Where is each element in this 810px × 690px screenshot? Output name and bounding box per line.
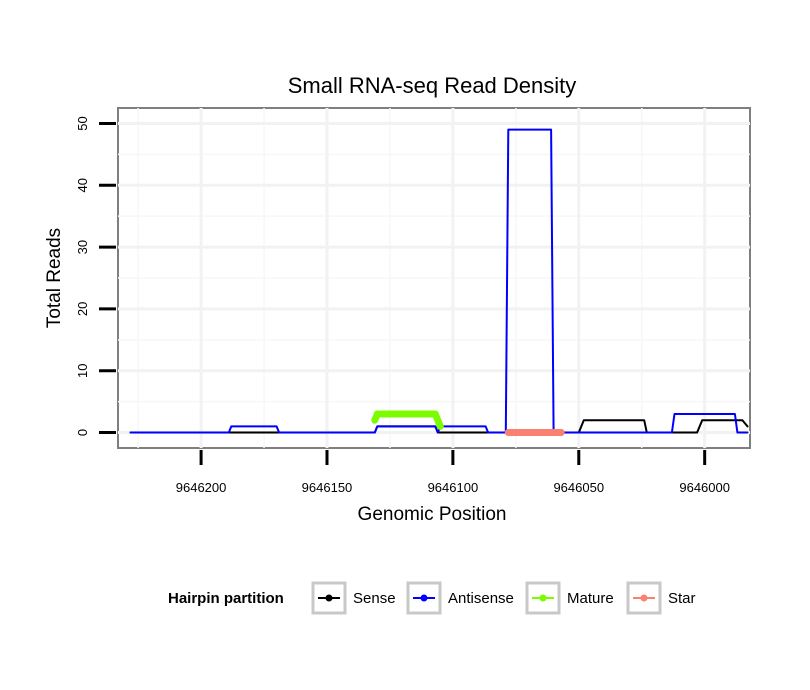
series-line-mature <box>371 410 444 430</box>
legend-key-point <box>325 594 333 602</box>
legend-key-point <box>640 594 648 602</box>
series-group <box>129 128 749 436</box>
series-line-antisense <box>129 128 749 434</box>
y-axis-title: Total Reads <box>44 228 65 328</box>
legend: Hairpin partition Sense Antisense Mature St… <box>168 581 696 615</box>
legend-label-star: Star <box>668 590 696 607</box>
chart-title: Small RNA-seq Read Density <box>288 73 577 98</box>
y-tick-label: 10 <box>75 363 90 377</box>
x-tick-label: 9646000 <box>679 480 730 495</box>
x-tick-label: 9646100 <box>428 480 479 495</box>
y-tick-label: 40 <box>75 178 90 192</box>
legend-key-point <box>420 594 428 602</box>
y-tick-label: 20 <box>75 302 90 316</box>
legend-key-point <box>539 594 547 602</box>
legend-label-mature: Mature <box>567 590 614 607</box>
legend-label-antisense: Antisense <box>448 590 514 607</box>
y-tick-label: 50 <box>75 116 90 130</box>
x-tick-label: 9646150 <box>302 480 353 495</box>
axes: 9646200 9646150 9646100 9646050 9646000 0 10 20… <box>75 116 730 495</box>
y-tick-label: 30 <box>75 240 90 254</box>
grid <box>118 108 750 448</box>
x-tick-label: 9646050 <box>553 480 604 495</box>
legend-label-sense: Sense <box>353 590 396 607</box>
legend-title: Hairpin partition <box>168 590 284 607</box>
y-tick-label: 0 <box>75 429 90 436</box>
x-tick-label: 9646200 <box>176 480 227 495</box>
x-axis-title: Genomic Position <box>358 504 507 525</box>
